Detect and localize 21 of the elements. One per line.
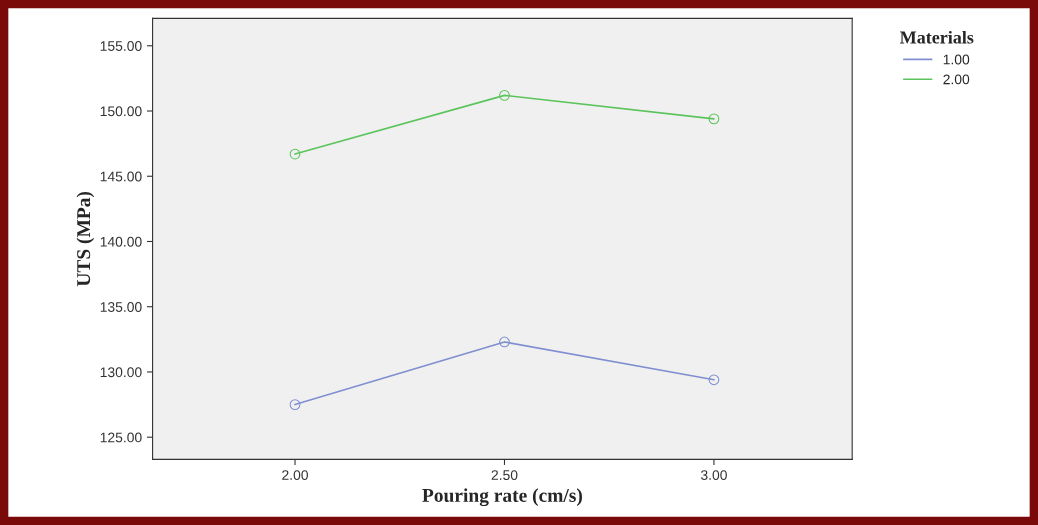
point	[289, 399, 301, 410]
y-tick-label: 155.00	[100, 41, 142, 51]
legend-label: 1.00	[943, 54, 970, 65]
legend-label: 2.00	[943, 74, 970, 85]
point	[708, 113, 720, 125]
x-tick-label: 3.00	[700, 470, 727, 480]
x-tick-label: 2.50	[491, 470, 518, 480]
y-tick-label: 150.00	[100, 106, 142, 117]
x-tick-label: 2.00	[282, 470, 308, 480]
x-axis-title: Pouring rate (cm/s)	[422, 488, 582, 507]
point	[708, 374, 720, 386]
y-tick-label: 130.00	[100, 367, 142, 378]
y-tick-label: 140.00	[100, 236, 142, 247]
y-axis-title: UTS (MPa)	[76, 191, 95, 287]
y-tick-label: 125.00	[100, 432, 142, 443]
point	[499, 89, 510, 101]
legend-title: Materials	[899, 30, 974, 44]
y-tick-label: 145.00	[100, 171, 142, 182]
point	[289, 148, 301, 160]
point	[499, 336, 510, 348]
y-tick-label: 135.00	[100, 302, 142, 312]
